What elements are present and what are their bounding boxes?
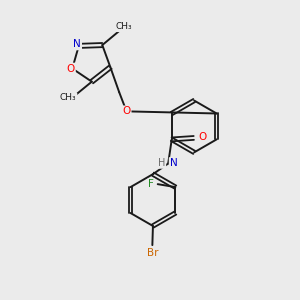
Text: N: N <box>169 158 177 168</box>
Text: CH₃: CH₃ <box>60 93 76 102</box>
Text: F: F <box>148 179 154 189</box>
Text: O: O <box>122 106 131 116</box>
Text: O: O <box>198 132 206 142</box>
Text: O: O <box>67 64 75 74</box>
Text: CH₃: CH₃ <box>115 22 132 31</box>
Text: H: H <box>158 158 165 168</box>
Text: Br: Br <box>147 248 158 258</box>
Text: N: N <box>74 39 81 50</box>
